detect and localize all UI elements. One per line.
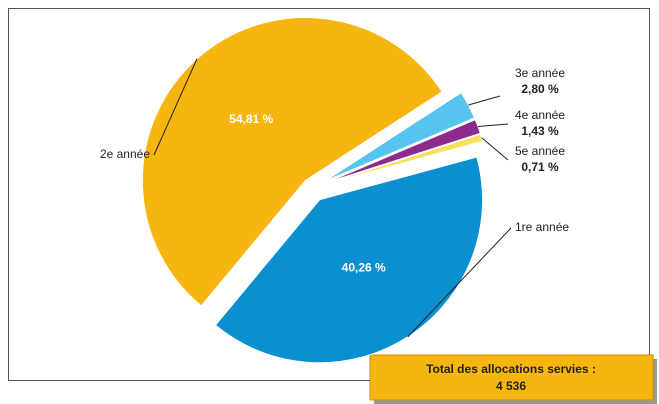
leader-line [477,123,509,127]
total-value: 4 536 [496,379,526,393]
leader-line [481,137,509,161]
slice-name-label: 2e année [100,147,150,161]
slice-name-label: 5e année [515,144,565,158]
slice-name-label: 1re année [515,220,569,234]
slice-value-label: 40,26 % [342,260,386,274]
leader-line [153,58,198,156]
slice-value-label: 1,43 % [521,124,559,138]
slice-value-label: 54,81 % [229,112,273,126]
total-label: Total des allocations servies : [426,362,596,376]
slice-value-label: 2,80 % [521,82,559,96]
leader-line [407,227,512,338]
total-box [369,354,654,401]
leader-line [468,95,501,106]
frame [8,8,650,381]
slice-name-label: 3e année [515,66,565,80]
slice-name-label: 4e année [515,108,565,122]
pie-slice [325,133,484,185]
slice-value-label: 0,71 % [521,160,559,174]
